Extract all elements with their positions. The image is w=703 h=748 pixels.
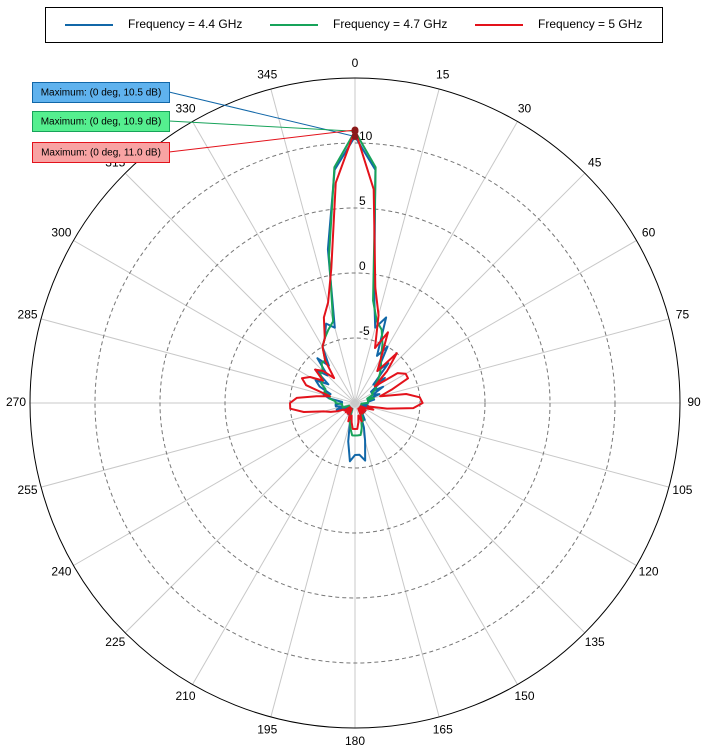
angle-label: 90 — [687, 395, 701, 409]
spoke — [354, 402, 637, 566]
spoke — [354, 88, 440, 404]
angle-label: 120 — [639, 565, 659, 579]
angle-label: 0 — [352, 56, 359, 70]
angle-label: 30 — [518, 102, 532, 116]
legend-label: Frequency = 5 GHz — [538, 17, 642, 31]
grid-circle — [159, 207, 551, 599]
angle-label: 180 — [345, 734, 365, 748]
spoke — [192, 402, 356, 685]
legend-box — [45, 7, 663, 43]
radial-label: 0 — [359, 259, 366, 273]
angle-label: 165 — [433, 723, 453, 737]
angle-label: 270 — [6, 395, 26, 409]
series-line — [319, 130, 384, 437]
spoke — [354, 318, 670, 404]
spoke — [192, 121, 356, 404]
angle-label: 285 — [18, 307, 38, 321]
max-marker — [351, 133, 359, 140]
spoke — [354, 402, 518, 685]
spoke — [73, 240, 356, 404]
angle-label: 300 — [51, 226, 71, 240]
spoke — [124, 172, 356, 404]
spoke — [354, 172, 586, 404]
angle-label: 15 — [436, 68, 450, 82]
angle-label: 330 — [175, 102, 195, 116]
angle-label: 105 — [672, 483, 692, 497]
spoke — [270, 402, 356, 718]
annotation-box — [32, 82, 170, 103]
outer-circle — [29, 77, 681, 729]
angle-label: 150 — [514, 689, 534, 703]
annotation-text: Maximum: (0 deg, 10.5 dB) — [41, 88, 162, 99]
spoke — [354, 402, 670, 488]
angle-label: 255 — [18, 483, 38, 497]
angle-label: 225 — [105, 635, 125, 649]
angle-label: 345 — [257, 68, 277, 82]
spoke — [354, 402, 586, 634]
annotation-box — [32, 142, 170, 163]
grid-circle — [94, 142, 616, 664]
annotation-leader — [168, 120, 356, 132]
radial-label: 10 — [359, 129, 373, 143]
annotation-text: Maximum: (0 deg, 11.0 dB) — [41, 148, 161, 159]
max-marker — [351, 126, 359, 134]
spoke — [354, 240, 637, 404]
series-line — [314, 135, 390, 463]
annotation-leader — [168, 129, 356, 153]
angle-label: 210 — [175, 689, 195, 703]
angle-label: 60 — [642, 226, 656, 240]
legend-label: Frequency = 4.7 GHz — [333, 17, 447, 31]
spoke — [354, 402, 440, 718]
radial-label: -5 — [359, 324, 370, 338]
series-line — [289, 129, 424, 430]
spoke — [73, 402, 356, 566]
angle-label: 45 — [588, 155, 602, 169]
angle-label: 75 — [676, 307, 690, 321]
radial-label: 5 — [359, 194, 366, 208]
annotation-box — [32, 111, 170, 132]
spoke — [124, 402, 356, 634]
angle-label: 195 — [257, 723, 277, 737]
grid-circle — [224, 272, 486, 534]
annotation-text: Maximum: (0 deg, 10.9 dB) — [41, 117, 162, 128]
angle-label: 135 — [585, 635, 605, 649]
spoke — [40, 318, 356, 404]
spoke — [40, 402, 356, 488]
angle-label: 240 — [51, 565, 71, 579]
legend-label: Frequency = 4.4 GHz — [128, 17, 242, 31]
spoke — [270, 88, 356, 404]
